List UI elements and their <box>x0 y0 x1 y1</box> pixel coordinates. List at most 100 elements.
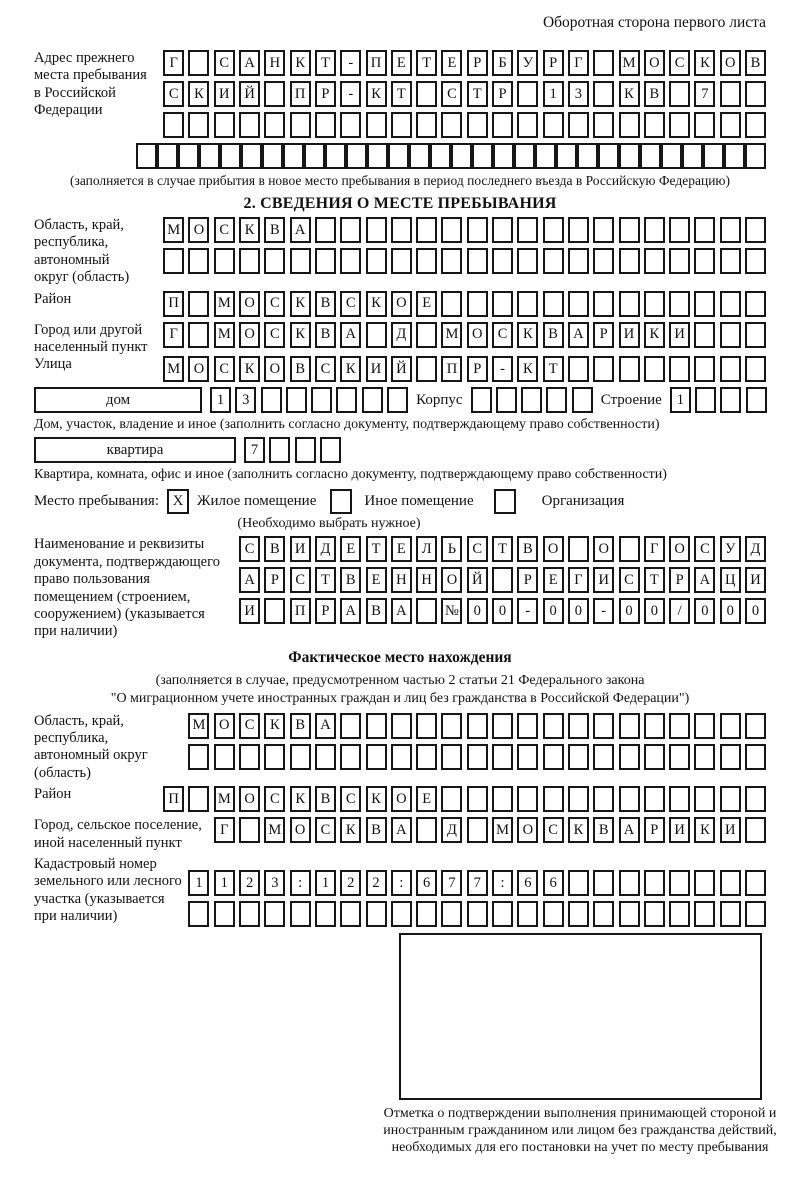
confirmation-stamp-box <box>399 933 762 1101</box>
char-box: Д <box>745 536 766 563</box>
char-box <box>304 143 325 169</box>
char-box: П <box>163 786 185 813</box>
char-box <box>492 901 514 928</box>
char-box: Й <box>466 567 488 594</box>
char-box <box>188 743 210 770</box>
char-box: - <box>340 81 362 107</box>
stroenie-label: Строение <box>600 392 662 409</box>
char-box <box>365 248 387 274</box>
prev-address-row-4 <box>34 143 766 169</box>
char-box <box>239 112 261 138</box>
char-box: В <box>643 81 665 107</box>
char-box: Д <box>314 536 336 563</box>
char-box: С <box>340 786 362 813</box>
char-box <box>441 217 463 243</box>
char-box <box>567 356 589 383</box>
char-box <box>492 743 514 770</box>
char-box <box>618 112 640 138</box>
char-box <box>643 870 665 897</box>
char-box: 7 <box>441 870 463 897</box>
char-box <box>719 712 741 739</box>
char-box <box>546 387 568 414</box>
char-box <box>466 217 488 243</box>
char-box <box>618 712 640 739</box>
char-box <box>517 901 539 928</box>
char-box <box>466 248 488 274</box>
char-box: С <box>694 536 716 563</box>
char-box: В <box>340 567 362 594</box>
char-box: К <box>340 356 362 383</box>
char-box <box>365 712 387 739</box>
char-box <box>441 786 463 813</box>
kvartira-field-box: квартира <box>34 437 236 464</box>
char-box <box>618 248 640 274</box>
char-box <box>319 437 341 464</box>
char-box: В <box>517 536 539 563</box>
char-box: О <box>517 817 539 844</box>
char-box: : <box>289 870 311 897</box>
char-box <box>745 387 767 414</box>
prev-address-caption: (заполняется в случае прибытия в новое м… <box>69 173 731 188</box>
char-box <box>517 712 539 739</box>
char-box <box>441 712 463 739</box>
char-box: 1 <box>210 387 231 414</box>
char-box: Ц <box>719 567 741 594</box>
char-box <box>745 143 766 169</box>
char-box <box>567 786 589 813</box>
char-box: П <box>289 81 311 107</box>
char-box <box>618 786 640 813</box>
char-box: И <box>213 81 235 107</box>
char-box <box>492 712 514 739</box>
char-box <box>517 81 539 107</box>
char-box <box>492 786 514 813</box>
char-box <box>618 217 640 243</box>
char-box <box>669 248 691 274</box>
char-box: О <box>390 290 412 317</box>
char-box <box>409 143 430 169</box>
char-box <box>745 248 766 274</box>
char-box: - <box>593 598 615 625</box>
char-box <box>387 387 409 414</box>
char-box <box>416 112 438 138</box>
s2-raion-label: Район <box>34 290 72 307</box>
char-box <box>724 143 745 169</box>
char-box <box>643 712 665 739</box>
char-box: У <box>517 50 539 76</box>
char-box <box>567 217 589 243</box>
char-box: С <box>618 567 640 594</box>
char-box <box>567 536 589 563</box>
char-box: К <box>517 321 539 348</box>
char-box: Р <box>542 50 564 76</box>
char-box <box>340 712 362 739</box>
char-box: Г <box>567 50 589 76</box>
char-box: О <box>441 567 463 594</box>
char-box <box>643 217 665 243</box>
char-box <box>188 50 210 76</box>
char-box <box>618 870 640 897</box>
char-box: Т <box>314 50 336 76</box>
char-box <box>719 321 741 348</box>
char-box: Т <box>466 81 488 107</box>
char-box <box>314 901 336 928</box>
char-box <box>466 290 488 317</box>
char-box <box>694 217 716 243</box>
char-box <box>643 786 665 813</box>
section2-title: 2. СВЕДЕНИЯ О МЕСТЕ ПРЕБЫВАНИЯ <box>243 195 557 212</box>
char-box: Й <box>390 356 412 383</box>
char-box: К <box>289 321 311 348</box>
kvartira-cells: 7 <box>244 437 341 464</box>
dom-caption: Дом, участок, владение и иное (заполнить… <box>34 417 660 433</box>
char-box <box>643 290 665 317</box>
char-box <box>669 112 691 138</box>
char-box: В <box>314 290 336 317</box>
char-box: 2 <box>239 870 261 897</box>
char-box <box>593 901 615 928</box>
char-box: Д <box>390 321 412 348</box>
char-box: К <box>694 50 716 76</box>
char-box: С <box>466 536 488 563</box>
char-box: И <box>289 536 311 563</box>
char-box <box>669 743 691 770</box>
char-box: М <box>618 50 640 76</box>
char-box <box>695 387 717 414</box>
